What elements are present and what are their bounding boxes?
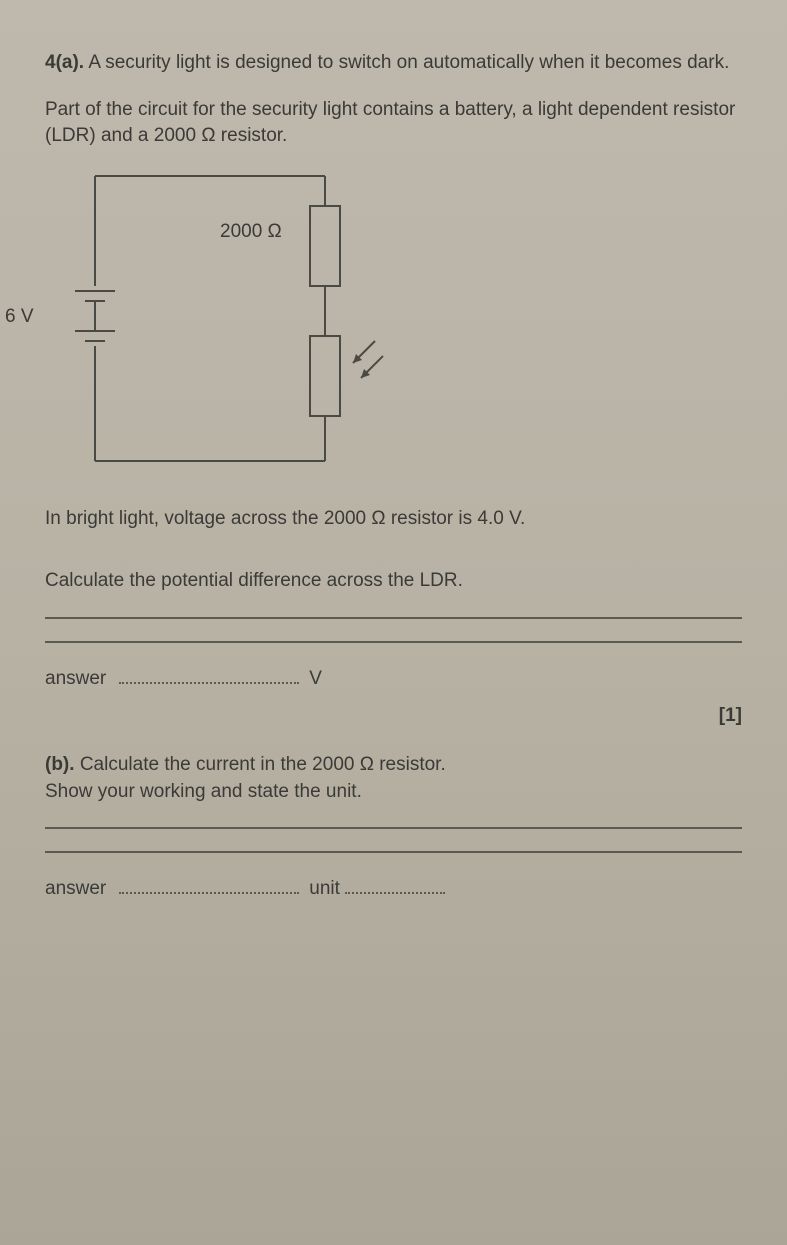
answer-4a-label: answer	[45, 668, 106, 690]
answer-4a-unit: V	[309, 668, 322, 690]
battery-voltage-label: 6 V	[5, 306, 34, 328]
working-line-1	[45, 617, 742, 619]
answer-4b-blank	[119, 880, 299, 894]
answer-4a-row: answer V	[45, 668, 742, 690]
task-line-1: In bright light, voltage across the 2000…	[45, 506, 742, 533]
question-4a-intro-text: A security light is designed to switch o…	[88, 52, 729, 73]
marks-4a: [1]	[45, 705, 742, 727]
working-line-b2	[45, 851, 742, 853]
answer-4a-blank	[119, 670, 299, 684]
question-4b-instruction: Show your working and state the unit.	[45, 781, 362, 802]
answer-4b-label: answer	[45, 878, 106, 900]
circuit-diagram: 6 V 2000 Ω	[55, 166, 455, 476]
question-4a-intro: 4(a). A security light is designed to sw…	[45, 50, 742, 77]
circuit-svg	[55, 166, 455, 476]
question-4b: (b). Calculate the current in the 2000 Ω…	[45, 752, 742, 805]
question-number-4b: (b).	[45, 754, 75, 775]
answer-4b-unit-label: unit	[309, 878, 340, 900]
answer-4b-unit-blank	[345, 880, 445, 894]
resistor-value-label: 2000 Ω	[220, 221, 282, 243]
working-line-2	[45, 641, 742, 643]
task-line-2: Calculate the potential difference acros…	[45, 568, 742, 595]
question-4b-text: Calculate the current in the 2000 Ω resi…	[80, 754, 446, 775]
question-number-4a: 4(a).	[45, 52, 84, 73]
question-4a-description: Part of the circuit for the security lig…	[45, 97, 742, 150]
answer-4b-row: answer unit	[45, 878, 742, 900]
working-line-b1	[45, 827, 742, 829]
